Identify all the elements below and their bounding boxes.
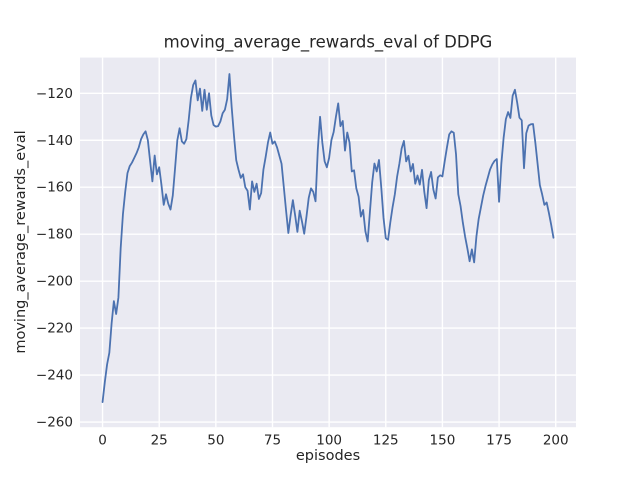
x-tick-label: 125: [373, 433, 399, 449]
y-tick-label: −180: [36, 227, 73, 243]
y-tick-label: −120: [36, 86, 73, 102]
data-line-series: [101, 73, 555, 403]
x-tick-label: 100: [316, 433, 342, 449]
plot-background: [80, 57, 576, 428]
chart-title: moving_average_rewards_eval of DDPG: [163, 32, 493, 52]
x-tick-label: 200: [543, 433, 569, 449]
x-tick-label: 25: [151, 433, 168, 449]
x-tick-label: 50: [207, 433, 224, 449]
y-tick-label: −220: [36, 321, 73, 337]
x-axis-label: episodes: [295, 448, 361, 464]
y-tick-label: −260: [36, 415, 73, 431]
x-tick-label: 175: [486, 433, 512, 449]
x-tick-label: 0: [98, 433, 107, 449]
y-tick-label: −160: [36, 180, 73, 196]
y-axis-label: moving_average_rewards_eval: [13, 130, 29, 354]
x-tick-label: 150: [430, 433, 456, 449]
x-tick-label: 75: [264, 433, 281, 449]
y-tick-label: −140: [36, 133, 73, 149]
y-tick-label: −240: [36, 368, 73, 384]
y-tick-label: −200: [36, 274, 73, 290]
